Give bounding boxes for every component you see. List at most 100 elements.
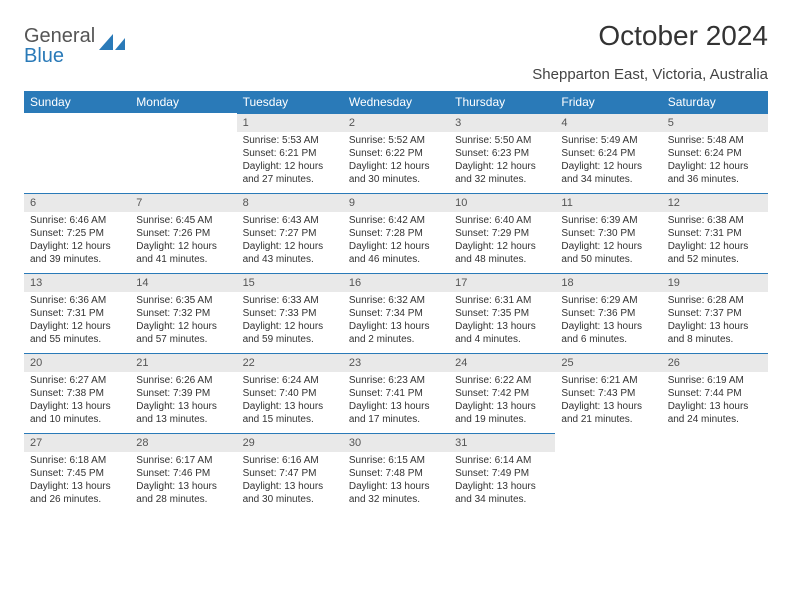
calendar-cell: 6Sunrise: 6:46 AMSunset: 7:25 PMDaylight… [24,193,130,273]
sunrise-text: Sunrise: 6:33 AM [243,294,337,307]
calendar-cell: 14Sunrise: 6:35 AMSunset: 7:32 PMDayligh… [130,273,236,353]
day-body: Sunrise: 6:38 AMSunset: 7:31 PMDaylight:… [662,212,768,270]
day-number: 17 [449,273,555,292]
calendar-cell: 7Sunrise: 6:45 AMSunset: 7:26 PMDaylight… [130,193,236,273]
sunrise-text: Sunrise: 5:50 AM [455,134,549,147]
daylight-text: Daylight: 12 hours and 48 minutes. [455,240,549,266]
calendar-cell: 27Sunrise: 6:18 AMSunset: 7:45 PMDayligh… [24,433,130,513]
sunrise-text: Sunrise: 6:26 AM [136,374,230,387]
daylight-text: Daylight: 13 hours and 21 minutes. [561,400,655,426]
daylight-text: Daylight: 13 hours and 19 minutes. [455,400,549,426]
calendar-cell: 3Sunrise: 5:50 AMSunset: 6:23 PMDaylight… [449,113,555,193]
day-number: 6 [24,193,130,212]
sunrise-text: Sunrise: 5:52 AM [349,134,443,147]
day-body: Sunrise: 6:29 AMSunset: 7:36 PMDaylight:… [555,292,661,350]
sunset-text: Sunset: 7:26 PM [136,227,230,240]
sunrise-text: Sunrise: 6:24 AM [243,374,337,387]
day-body: Sunrise: 6:36 AMSunset: 7:31 PMDaylight:… [24,292,130,350]
day-number: 26 [662,353,768,372]
day-body: Sunrise: 6:19 AMSunset: 7:44 PMDaylight:… [662,372,768,430]
day-number: 11 [555,193,661,212]
day-body: Sunrise: 6:43 AMSunset: 7:27 PMDaylight:… [237,212,343,270]
daylight-text: Daylight: 13 hours and 4 minutes. [455,320,549,346]
sunset-text: Sunset: 7:49 PM [455,467,549,480]
day-body: Sunrise: 6:26 AMSunset: 7:39 PMDaylight:… [130,372,236,430]
sunrise-text: Sunrise: 6:22 AM [455,374,549,387]
sunrise-text: Sunrise: 6:27 AM [30,374,124,387]
daylight-text: Daylight: 12 hours and 46 minutes. [349,240,443,266]
calendar-cell [24,113,130,193]
sunrise-text: Sunrise: 6:36 AM [30,294,124,307]
sunset-text: Sunset: 6:21 PM [243,147,337,160]
day-body: Sunrise: 6:16 AMSunset: 7:47 PMDaylight:… [237,452,343,510]
calendar-cell: 1Sunrise: 5:53 AMSunset: 6:21 PMDaylight… [237,113,343,193]
sunset-text: Sunset: 7:43 PM [561,387,655,400]
logo-part1: General [24,25,95,47]
calendar-cell: 12Sunrise: 6:38 AMSunset: 7:31 PMDayligh… [662,193,768,273]
sunset-text: Sunset: 7:25 PM [30,227,124,240]
day-number: 15 [237,273,343,292]
sunset-text: Sunset: 7:44 PM [668,387,762,400]
day-body: Sunrise: 6:27 AMSunset: 7:38 PMDaylight:… [24,372,130,430]
day-header: Friday [555,91,661,113]
day-number: 27 [24,433,130,452]
sunrise-text: Sunrise: 5:53 AM [243,134,337,147]
daylight-text: Daylight: 12 hours and 50 minutes. [561,240,655,266]
sunrise-text: Sunrise: 5:49 AM [561,134,655,147]
page: General Blue October 2024 Shepparton Eas… [0,0,792,533]
day-number: 30 [343,433,449,452]
day-number: 16 [343,273,449,292]
sunrise-text: Sunrise: 6:42 AM [349,214,443,227]
daylight-text: Daylight: 12 hours and 39 minutes. [30,240,124,266]
sunset-text: Sunset: 7:27 PM [243,227,337,240]
calendar-cell: 21Sunrise: 6:26 AMSunset: 7:39 PMDayligh… [130,353,236,433]
calendar-cell: 22Sunrise: 6:24 AMSunset: 7:40 PMDayligh… [237,353,343,433]
day-header: Wednesday [343,91,449,113]
day-body: Sunrise: 6:22 AMSunset: 7:42 PMDaylight:… [449,372,555,430]
daylight-text: Daylight: 12 hours and 30 minutes. [349,160,443,186]
daylight-text: Daylight: 13 hours and 2 minutes. [349,320,443,346]
sunset-text: Sunset: 7:30 PM [561,227,655,240]
day-number: 18 [555,273,661,292]
calendar-row: 6Sunrise: 6:46 AMSunset: 7:25 PMDaylight… [24,193,768,273]
day-body: Sunrise: 6:18 AMSunset: 7:45 PMDaylight:… [24,452,130,510]
page-title: October 2024 [532,20,768,52]
calendar-cell [130,113,236,193]
day-number: 1 [237,113,343,132]
day-body: Sunrise: 6:42 AMSunset: 7:28 PMDaylight:… [343,212,449,270]
calendar-cell: 2Sunrise: 5:52 AMSunset: 6:22 PMDaylight… [343,113,449,193]
sunset-text: Sunset: 7:37 PM [668,307,762,320]
daylight-text: Daylight: 12 hours and 41 minutes. [136,240,230,266]
daylight-text: Daylight: 13 hours and 30 minutes. [243,480,337,506]
sunset-text: Sunset: 7:31 PM [30,307,124,320]
daylight-text: Daylight: 13 hours and 10 minutes. [30,400,124,426]
sunset-text: Sunset: 7:35 PM [455,307,549,320]
day-number: 7 [130,193,236,212]
calendar-cell: 28Sunrise: 6:17 AMSunset: 7:46 PMDayligh… [130,433,236,513]
daylight-text: Daylight: 13 hours and 34 minutes. [455,480,549,506]
day-body: Sunrise: 6:39 AMSunset: 7:30 PMDaylight:… [555,212,661,270]
calendar-cell: 9Sunrise: 6:42 AMSunset: 7:28 PMDaylight… [343,193,449,273]
logo-sail-icon [99,34,125,59]
day-body: Sunrise: 6:17 AMSunset: 7:46 PMDaylight:… [130,452,236,510]
sunrise-text: Sunrise: 6:16 AM [243,454,337,467]
day-number: 21 [130,353,236,372]
sunrise-text: Sunrise: 6:21 AM [561,374,655,387]
day-body: Sunrise: 6:24 AMSunset: 7:40 PMDaylight:… [237,372,343,430]
daylight-text: Daylight: 12 hours and 59 minutes. [243,320,337,346]
logo-part2: Blue [24,45,64,67]
sunset-text: Sunset: 7:46 PM [136,467,230,480]
calendar-row: 13Sunrise: 6:36 AMSunset: 7:31 PMDayligh… [24,273,768,353]
sunset-text: Sunset: 7:40 PM [243,387,337,400]
calendar-cell: 13Sunrise: 6:36 AMSunset: 7:31 PMDayligh… [24,273,130,353]
sunrise-text: Sunrise: 6:31 AM [455,294,549,307]
day-number: 25 [555,353,661,372]
day-number: 9 [343,193,449,212]
day-body: Sunrise: 6:45 AMSunset: 7:26 PMDaylight:… [130,212,236,270]
day-number: 31 [449,433,555,452]
day-body: Sunrise: 5:53 AMSunset: 6:21 PMDaylight:… [237,132,343,190]
day-number: 4 [555,113,661,132]
sunset-text: Sunset: 7:36 PM [561,307,655,320]
daylight-text: Daylight: 13 hours and 26 minutes. [30,480,124,506]
logo-text: General Blue [24,26,95,66]
